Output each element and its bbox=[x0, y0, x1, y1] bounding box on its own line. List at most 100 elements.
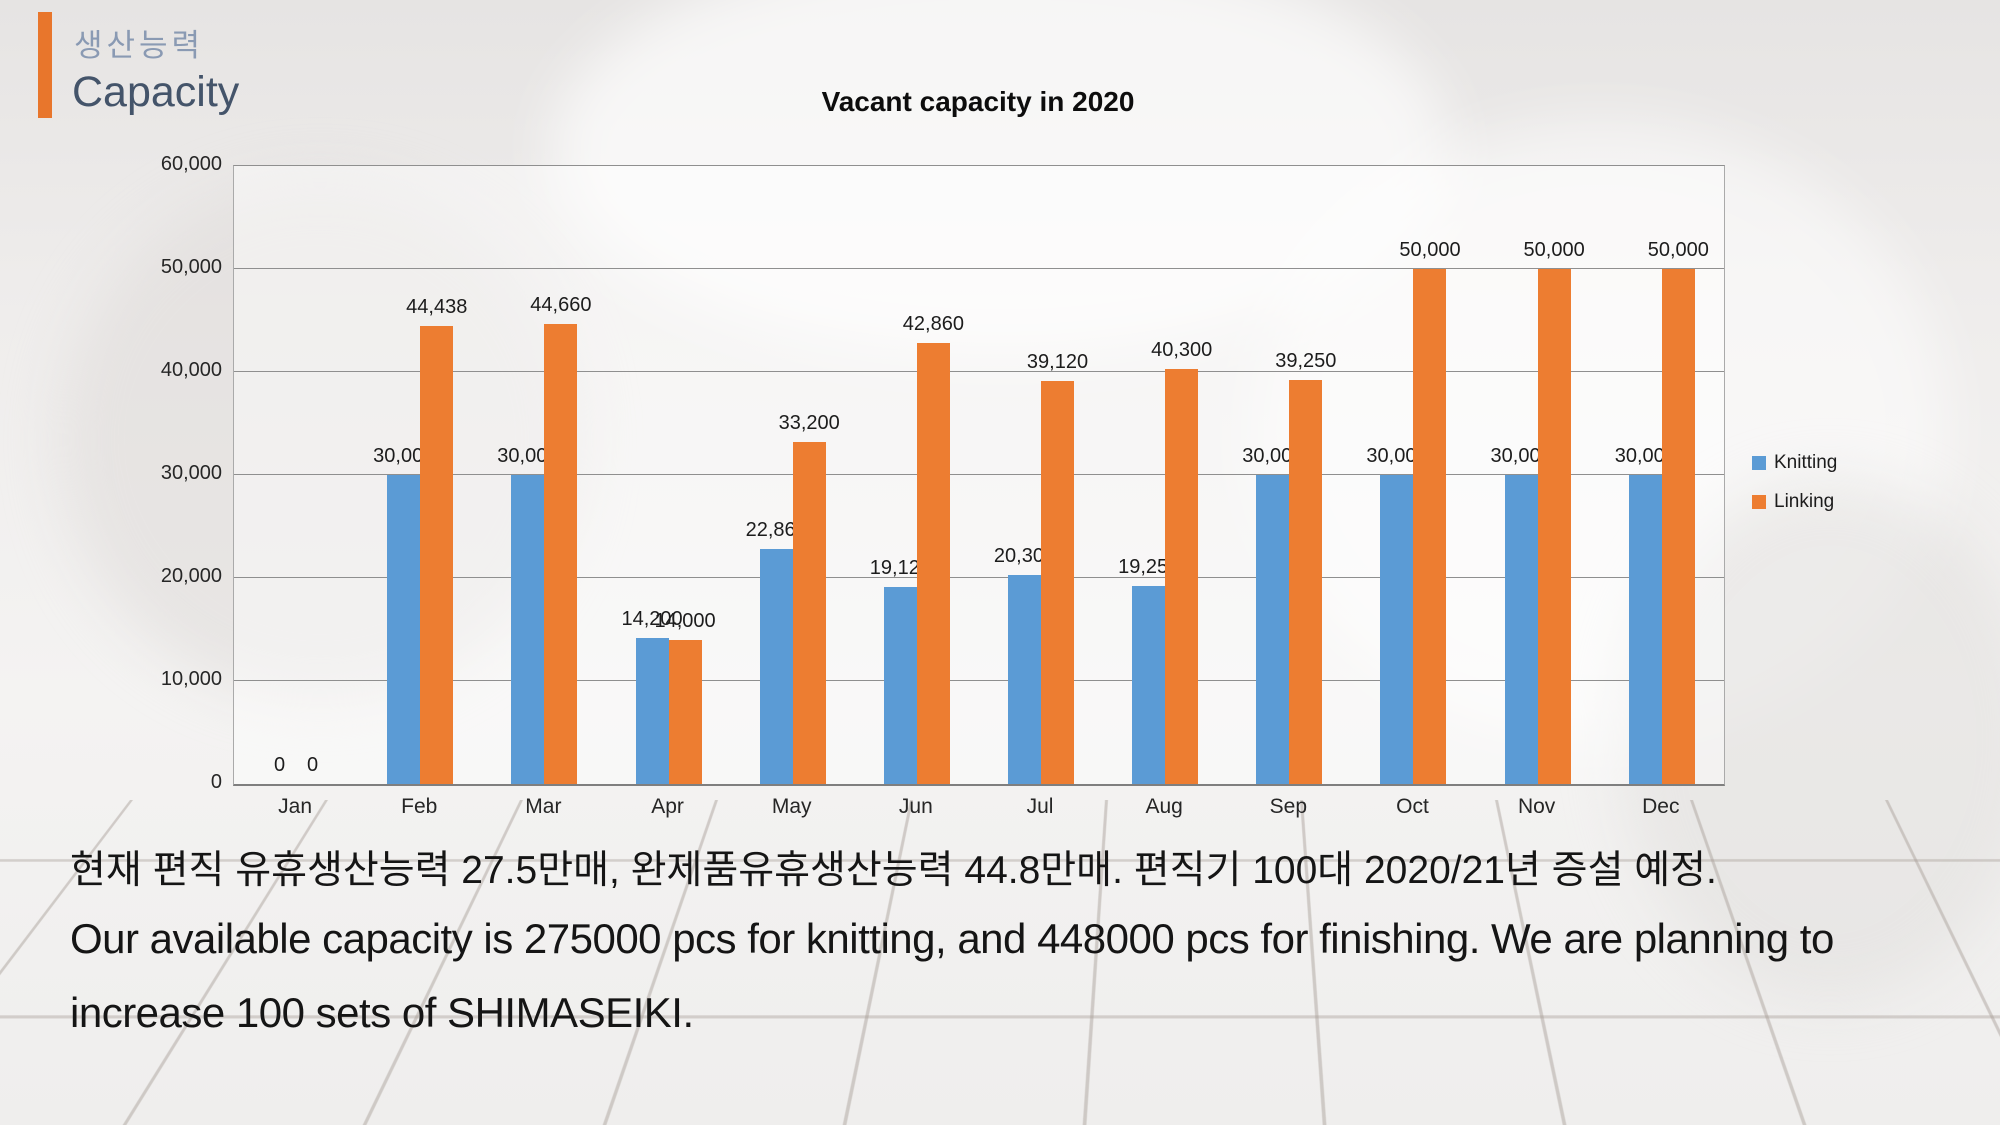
month-slot-may: 22,860 33,200 bbox=[731, 166, 855, 784]
knitting-bar-feb: 30,000 bbox=[373, 445, 434, 784]
knitting-bar-jul: 20,300 bbox=[994, 545, 1055, 784]
x-tick-label-dec: Dec bbox=[1642, 795, 1680, 818]
body-text-english-1: Our available capacity is 275000 pcs for… bbox=[70, 915, 1834, 962]
knitting-bar-may: 22,860 bbox=[746, 519, 807, 784]
knitting-bar-oct: 30,000 bbox=[1366, 445, 1428, 784]
linking-bar-dec: 50,000 bbox=[1648, 239, 1709, 784]
y-tick-label: 50,000 bbox=[160, 256, 222, 278]
bar-value-label: 44,438 bbox=[406, 296, 468, 319]
bar-value-label: 30,000 bbox=[373, 445, 435, 467]
x-tick-label-oct: Oct bbox=[1396, 795, 1429, 818]
x-axis-labels: Jan Feb Mar Apr May Jun Jul Aug Sep Oct Nov Dec bbox=[233, 795, 1723, 819]
month-slot-jul: 20,300 39,120 bbox=[979, 166, 1103, 784]
x-tick-label-nov: Nov bbox=[1517, 795, 1556, 818]
linking-bar-jul: 39,120 bbox=[1027, 351, 1088, 784]
bar-value-label: 30,000 bbox=[497, 445, 559, 467]
legend-item-linking: Linking bbox=[1752, 491, 1837, 513]
x-tick-label-jan: Jan bbox=[278, 795, 312, 818]
bar-value-label: 33,200 bbox=[778, 412, 840, 435]
y-tick-label: 40,000 bbox=[160, 359, 222, 381]
month-slot-dec: 30,000 50,000 bbox=[1600, 166, 1724, 784]
bar-value-label: 39,250 bbox=[1275, 349, 1337, 372]
gridline bbox=[234, 680, 1724, 681]
plot-area: 0 0 30,000 44,438 30,000 44,660 14,200 14,000 22… bbox=[233, 165, 1725, 786]
legend-label: Knitting bbox=[1774, 452, 1838, 473]
bar-value-label: 30,000 bbox=[1614, 445, 1676, 467]
bar-value-label: 42,860 bbox=[902, 312, 964, 335]
accent-bar bbox=[38, 12, 52, 118]
linking-bar-aug: 40,300 bbox=[1151, 339, 1212, 784]
knitting-bar-nov: 30,000 bbox=[1491, 445, 1552, 784]
x-tick-label-jul: Jul bbox=[1026, 795, 1054, 818]
month-slot-nov: 30,000 50,000 bbox=[1476, 166, 1600, 784]
knitting-bar-dec: 30,000 bbox=[1615, 445, 1676, 784]
bar-value-label: 14,000 bbox=[654, 609, 716, 632]
x-tick-label-aug: Aug bbox=[1145, 795, 1183, 818]
legend-swatch-knitting bbox=[1752, 456, 1766, 470]
bar-value-label: 30,000 bbox=[1242, 445, 1304, 467]
legend-label: Linking bbox=[1774, 491, 1835, 512]
linking-bar-nov: 50,000 bbox=[1524, 239, 1585, 784]
linking-bar-sep: 39,250 bbox=[1275, 350, 1336, 784]
knitting-bar-mar: 30,000 bbox=[497, 445, 558, 784]
y-axis-labels: 0 10,000 20,000 30,000 40,000 50,000 60,000 bbox=[110, 153, 222, 793]
x-tick-label-feb: Feb bbox=[401, 795, 438, 818]
linking-bar-jun: 42,860 bbox=[903, 313, 964, 784]
bars-row: 0 0 30,000 44,438 30,000 44,660 14,200 14,000 22… bbox=[234, 166, 1724, 784]
bar-value-label: 30,000 bbox=[1490, 445, 1552, 467]
bar-value-label: 19,250 bbox=[1118, 555, 1180, 578]
month-slot-aug: 19,250 40,300 bbox=[1103, 166, 1227, 784]
y-tick-label: 60,000 bbox=[160, 153, 222, 175]
linking-bar-apr: 14,000 bbox=[654, 610, 716, 784]
y-tick-label: 10,000 bbox=[160, 668, 222, 690]
x-tick-label-mar: Mar bbox=[525, 795, 562, 818]
y-tick-label: 20,000 bbox=[160, 565, 222, 587]
bar-value-label: 0 bbox=[307, 754, 319, 776]
gridline bbox=[234, 474, 1724, 475]
month-slot-mar: 30,000 44,660 bbox=[482, 166, 606, 784]
legend-item-knitting: Knitting bbox=[1752, 452, 1837, 474]
bar-value-label: 0 bbox=[274, 754, 286, 776]
page-title: Capacity bbox=[72, 68, 240, 116]
knitting-bar-apr: 14,200 bbox=[621, 608, 683, 784]
slide-kicker: 생산능력 bbox=[74, 28, 205, 63]
y-tick-label: 30,000 bbox=[160, 462, 222, 484]
month-slot-apr: 14,200 14,000 bbox=[606, 166, 730, 784]
bar-value-label: 14,200 bbox=[621, 607, 683, 630]
x-tick-label-apr: Apr bbox=[651, 795, 684, 818]
bar-value-label: 50,000 bbox=[1399, 239, 1461, 261]
legend: Knitting Linking bbox=[1752, 452, 1837, 513]
gridline bbox=[234, 577, 1724, 578]
bar-value-label: 20,300 bbox=[993, 544, 1056, 567]
chart-title: Vacant capacity in 2020 bbox=[821, 86, 1135, 117]
month-slot-feb: 30,000 44,438 bbox=[358, 166, 482, 784]
month-slot-sep: 30,000 39,250 bbox=[1227, 166, 1351, 784]
knitting-bar-aug: 19,250 bbox=[1118, 556, 1179, 784]
linking-bar-oct: 50,000 bbox=[1399, 239, 1461, 784]
x-tick-label-sep: Sep bbox=[1269, 795, 1308, 818]
body-text-korean: 현재 편직 유휴생산능력 27.5만매, 완제품유휴생산능력 44.8만매. 편… bbox=[70, 849, 1717, 892]
bar-value-label: 22,860 bbox=[745, 518, 807, 541]
body-text: 현재 편직 유휴생산능력 27.5만매, 완제품유휴생산능력 44.8만매. 편… bbox=[70, 840, 1930, 1050]
bar-value-label: 44,660 bbox=[530, 294, 592, 317]
bar-value-label: 39,120 bbox=[1026, 351, 1089, 374]
bar-value-label: 19,120 bbox=[869, 557, 931, 580]
body-text-english-2: increase 100 sets of SHIMASEIKI. bbox=[70, 989, 694, 1036]
y-tick-label: 0 bbox=[210, 771, 222, 793]
x-tick-label-may: May bbox=[771, 795, 812, 818]
linking-bar-mar: 44,660 bbox=[530, 294, 591, 784]
month-slot-oct: 30,000 50,000 bbox=[1351, 166, 1475, 784]
knitting-bar-jun: 19,120 bbox=[870, 557, 931, 784]
linking-bar-may: 33,200 bbox=[779, 412, 840, 784]
x-tick-label-jun: Jun bbox=[898, 795, 933, 818]
bar-value-label: 40,300 bbox=[1151, 338, 1213, 361]
linking-bar-feb: 44,438 bbox=[406, 296, 467, 784]
gridline bbox=[234, 371, 1724, 372]
bar-value-label: 50,000 bbox=[1523, 239, 1585, 261]
gridline bbox=[234, 268, 1724, 269]
bar-value-label: 50,000 bbox=[1647, 239, 1709, 261]
legend-swatch-linking bbox=[1752, 495, 1766, 509]
month-slot-jun: 19,120 42,860 bbox=[855, 166, 979, 784]
